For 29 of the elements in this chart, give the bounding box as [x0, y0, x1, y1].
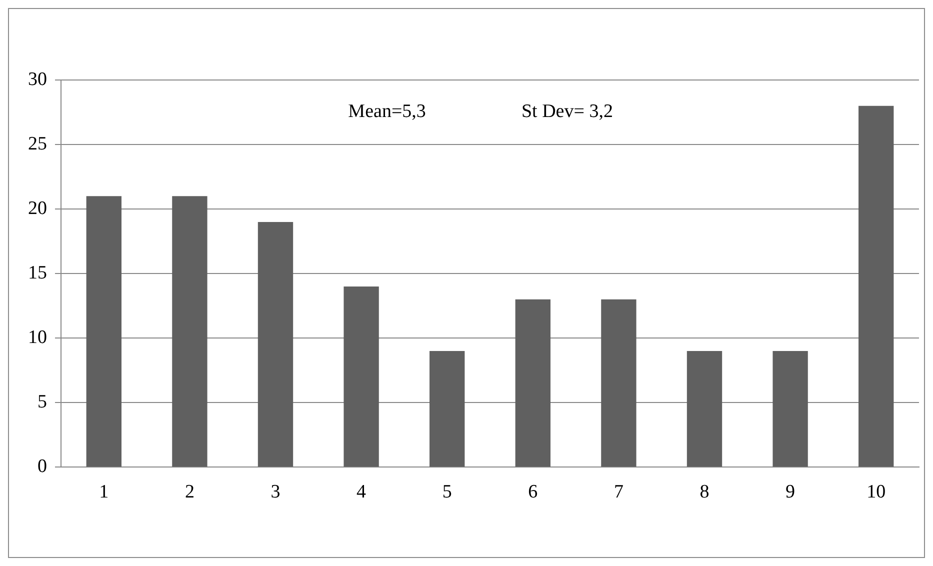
bar	[172, 196, 208, 467]
bar	[258, 222, 294, 467]
bar	[430, 351, 465, 467]
bar	[86, 196, 122, 467]
y-tick-label: 30	[28, 68, 47, 90]
x-tick-label: 7	[614, 482, 624, 503]
x-tick-label: 5	[442, 482, 452, 503]
x-tick-label: 1	[99, 482, 109, 503]
bar	[686, 351, 722, 467]
y-tick-label: 5	[38, 392, 47, 413]
y-tick-label: 0	[38, 456, 47, 478]
annotation: Mean=5,3	[348, 100, 426, 122]
y-tick-label: 15	[28, 262, 47, 284]
y-tick-label: 20	[28, 198, 47, 220]
x-tick-label: 8	[700, 482, 710, 503]
x-tick-label: 3	[270, 482, 280, 503]
x-tick-label: 10	[866, 482, 886, 503]
bar	[515, 299, 550, 467]
x-tick-label: 2	[184, 482, 194, 503]
y-tick-label: 25	[28, 134, 47, 155]
y-tick-label: 10	[28, 327, 47, 348]
bar	[601, 299, 636, 467]
x-tick-label: 6	[528, 482, 538, 503]
bar	[344, 286, 379, 467]
x-tick-label: 4	[356, 482, 367, 503]
bar	[772, 351, 808, 467]
x-tick-label: 9	[786, 482, 796, 503]
annotation: St Dev= 3,2	[521, 100, 613, 122]
bar	[858, 106, 894, 467]
